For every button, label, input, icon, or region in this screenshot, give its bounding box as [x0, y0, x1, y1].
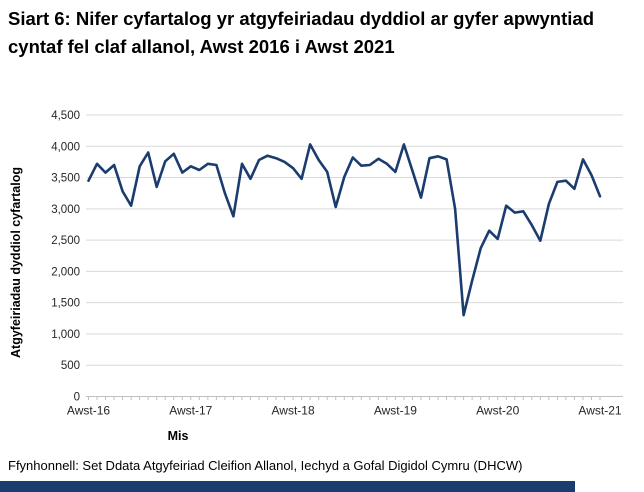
- chart-title: Siart 6: Nifer cyfartalog yr atgyfeiriad…: [8, 8, 594, 57]
- data-line-series: [87, 143, 602, 317]
- y-tick-label: 2,000: [51, 266, 80, 278]
- x-axis-title: Mis: [0, 429, 644, 443]
- x-tick-label: Awst-19: [374, 404, 417, 418]
- y-tick-label: 1,000: [51, 329, 80, 341]
- bottom-accent-bar: [0, 481, 575, 492]
- x-tick-label: Awst-16: [67, 404, 110, 418]
- y-tick-label: 3,000: [51, 204, 80, 216]
- x-tick-label: Awst-17: [169, 404, 212, 418]
- y-tick-label: 4,000: [51, 141, 80, 153]
- y-tick-label: 3,500: [51, 173, 80, 185]
- x-axis-minor-ticks: [88, 396, 601, 400]
- y-tick-label: 2,500: [51, 235, 80, 247]
- x-tick-label: Awst-20: [476, 404, 519, 418]
- y-tick-label: 1,500: [51, 298, 80, 310]
- x-tick-labels: Awst-16 Awst-17 Awst-18 Awst-19 Awst-20 Awst-…: [67, 404, 622, 418]
- x-axis-title-text: Mis: [167, 429, 189, 443]
- x-tick-label: Awst-21: [578, 404, 621, 418]
- y-tick-label: 0: [74, 392, 80, 404]
- y-gridlines: [86, 114, 623, 397]
- source-text: Ffynhonnell: Set Ddata Atgyfeiriad Cleif…: [8, 458, 523, 473]
- y-tick-label: 500: [61, 360, 80, 372]
- line-chart-plot: 0 500 1,000 1,500 2,000 2,500 3,000 3,500 4,000 4…: [51, 110, 623, 418]
- x-tick-label: Awst-18: [272, 404, 315, 418]
- y-tick-labels: 0 500 1,000 1,500 2,000 2,500 3,000 3,500 4,000 4…: [51, 110, 80, 404]
- y-tick-label: 4,500: [51, 110, 80, 122]
